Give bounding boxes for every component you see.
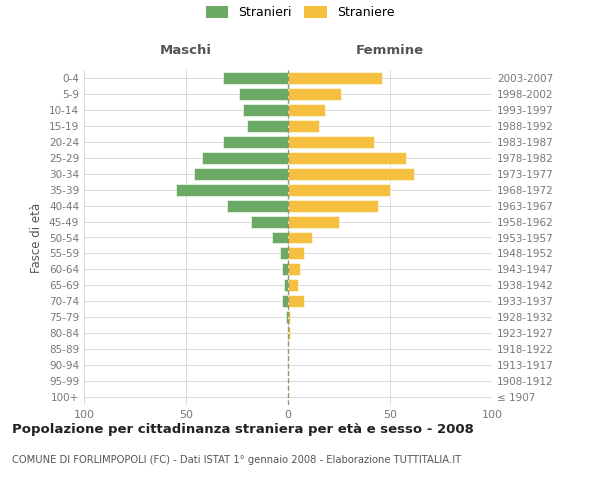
Bar — [286, 312, 288, 323]
Bar — [284, 280, 288, 291]
Bar — [288, 88, 341, 100]
Bar — [288, 327, 290, 339]
Bar — [243, 104, 288, 116]
Bar — [282, 296, 288, 308]
Y-axis label: Fasce di età: Fasce di età — [31, 202, 43, 272]
Bar — [282, 264, 288, 276]
Bar — [227, 200, 288, 211]
Bar — [223, 72, 288, 84]
Bar — [288, 152, 406, 164]
Bar — [288, 104, 325, 116]
Bar — [288, 168, 415, 179]
Bar — [288, 120, 319, 132]
Bar — [288, 248, 304, 260]
Bar — [288, 312, 290, 323]
Bar — [239, 88, 288, 100]
Text: Popolazione per cittadinanza straniera per età e sesso - 2008: Popolazione per cittadinanza straniera p… — [12, 422, 474, 436]
Text: COMUNE DI FORLIMPOPOLI (FC) - Dati ISTAT 1° gennaio 2008 - Elaborazione TUTTITAL: COMUNE DI FORLIMPOPOLI (FC) - Dati ISTAT… — [12, 455, 461, 465]
Bar — [288, 232, 313, 243]
Bar — [288, 72, 382, 84]
Bar — [194, 168, 288, 179]
Bar — [223, 136, 288, 148]
Bar — [288, 184, 390, 196]
Bar — [251, 216, 288, 228]
Bar — [272, 232, 288, 243]
Bar — [288, 296, 304, 308]
Bar — [202, 152, 288, 164]
Bar — [247, 120, 288, 132]
Legend: Stranieri, Straniere: Stranieri, Straniere — [206, 6, 394, 20]
Bar — [288, 136, 374, 148]
Bar — [288, 216, 339, 228]
Bar — [288, 280, 298, 291]
Text: Femmine: Femmine — [356, 44, 424, 57]
Text: Maschi: Maschi — [160, 44, 212, 57]
Bar — [176, 184, 288, 196]
Bar — [280, 248, 288, 260]
Bar — [288, 200, 378, 211]
Bar — [288, 264, 300, 276]
